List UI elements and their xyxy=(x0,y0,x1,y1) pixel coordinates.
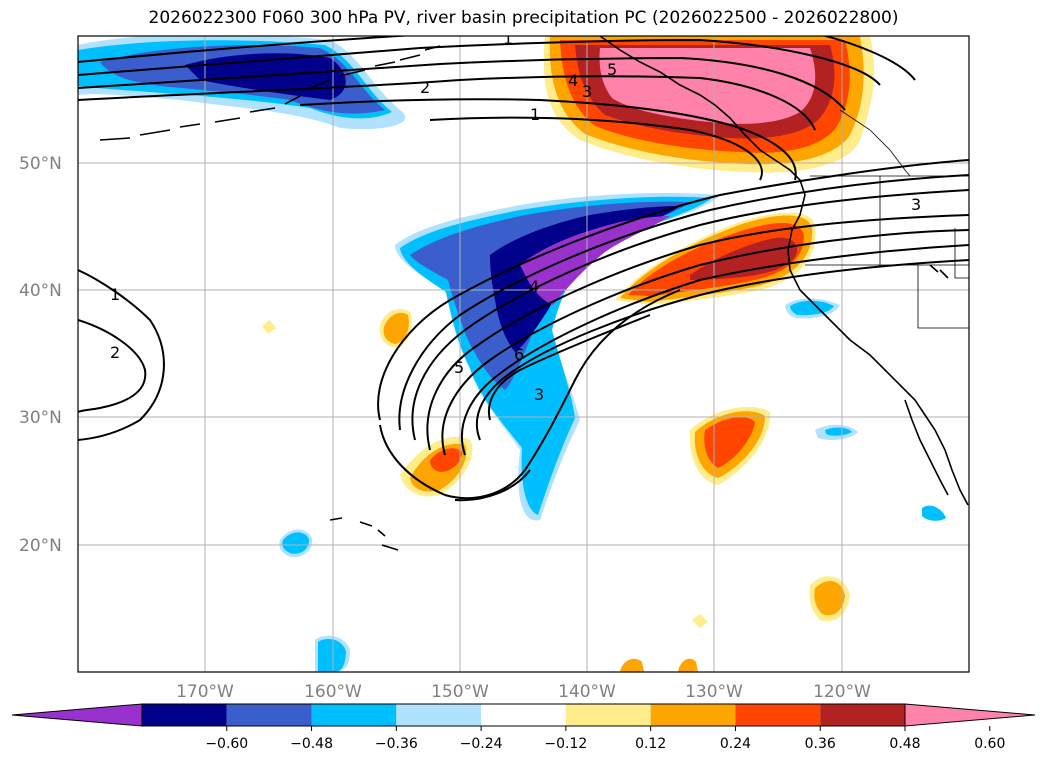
colorbar-bin xyxy=(481,704,566,726)
contour-label: 4 xyxy=(529,277,539,296)
lat-axis: 50°N 40°N 30°N 20°N xyxy=(19,154,62,556)
contour-label: 1 xyxy=(110,285,120,304)
lon-tick-label: 130°W xyxy=(685,682,743,702)
colorbar-tick-label: −0.36 xyxy=(375,736,418,752)
colorbar-tick-label: 0.24 xyxy=(720,736,751,752)
plot-area: 2 4 5 3 1 3 1 2 4 5 6 3 1 xyxy=(78,29,969,672)
precip-fill xyxy=(78,36,946,672)
contour-label: 5 xyxy=(607,60,617,79)
contour-label: 6 xyxy=(514,345,524,364)
colorbar-bin xyxy=(565,704,651,726)
gridlines xyxy=(78,36,969,672)
contour-label: 2 xyxy=(110,343,120,362)
contour-label: 1 xyxy=(530,105,540,124)
lon-tick-label: 150°W xyxy=(431,682,489,702)
contour-label: 3 xyxy=(582,82,592,101)
plot-frame xyxy=(77,35,970,673)
colorbar-tick-label: −0.60 xyxy=(205,736,248,752)
lon-tick-label: 140°W xyxy=(558,682,616,702)
colorbar-tick-label: 0.36 xyxy=(805,736,836,752)
colorbar-bin xyxy=(226,704,312,726)
colorbar-extend-high xyxy=(904,703,1036,727)
contour-labels: 2 4 5 3 1 3 1 2 4 5 6 3 1 xyxy=(110,29,921,404)
lat-tick-label: 50°N xyxy=(19,154,62,174)
lon-axis: 170°W 160°W 150°W 140°W 130°W 120°W xyxy=(176,682,871,702)
coastlines xyxy=(99,36,969,551)
colorbar-extend-low xyxy=(11,703,143,727)
colorbar-tick-label: −0.12 xyxy=(544,736,587,752)
contour-label: 4 xyxy=(568,71,578,90)
colorbar-tick-label: 0.48 xyxy=(889,736,920,752)
contour-label: 3 xyxy=(911,195,921,214)
lon-tick-label: 120°W xyxy=(813,682,871,702)
contour-label: 5 xyxy=(454,358,464,377)
lat-tick-label: 30°N xyxy=(19,408,62,428)
map-title: 2026022300 F060 300 hPa PV, river basin … xyxy=(148,8,899,28)
colorbar-tick-label: −0.48 xyxy=(290,736,333,752)
lat-tick-label: 40°N xyxy=(19,281,62,301)
lat-tick-label: 20°N xyxy=(19,536,62,556)
colorbar-bin xyxy=(396,704,482,726)
pv-contours xyxy=(78,36,969,502)
lon-tick-label: 160°W xyxy=(304,682,362,702)
colorbar-tick-label: −0.24 xyxy=(460,736,503,752)
colorbar-bin xyxy=(735,704,821,726)
colorbar: −0.60 −0.48 −0.36 −0.24 −0.12 0.12 0.24 0.36 0.4… xyxy=(11,703,1036,752)
contour-label: 2 xyxy=(420,78,430,97)
contour-label: 1 xyxy=(503,29,513,48)
contour-label: 3 xyxy=(534,385,544,404)
lon-tick-label: 170°W xyxy=(176,682,234,702)
colorbar-bin xyxy=(820,704,905,726)
colorbar-tick-label: 0.60 xyxy=(974,736,1005,752)
colorbar-frame xyxy=(141,703,906,727)
colorbar-bin xyxy=(142,704,227,726)
colorbar-bin xyxy=(650,704,736,726)
colorbar-tick-label: 0.12 xyxy=(635,736,666,752)
colorbar-bin xyxy=(311,704,397,726)
